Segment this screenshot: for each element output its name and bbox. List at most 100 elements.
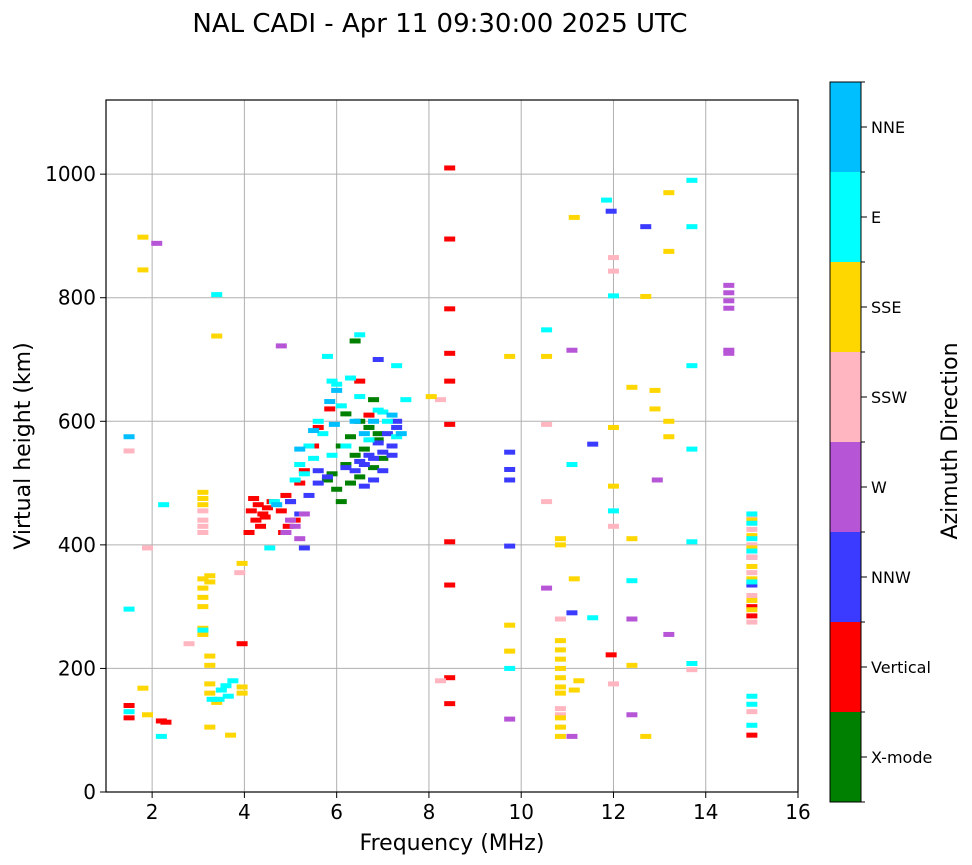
- data-point: [354, 378, 366, 384]
- data-point: [746, 579, 758, 585]
- plot-area: 2 4 6 8 10 12 14 16 0 200 400 600 800 1000: [45, 99, 811, 824]
- x-tick-label: 16: [785, 800, 810, 824]
- data-point: [554, 656, 566, 662]
- data-point: [746, 514, 758, 520]
- data-point: [197, 496, 209, 502]
- data-point: [372, 440, 384, 446]
- data-point: [340, 411, 352, 417]
- colorbar-tick-label: X-mode: [871, 748, 932, 767]
- data-point: [349, 452, 361, 458]
- series-e: [123, 177, 758, 739]
- x-tick-label: 12: [601, 800, 626, 824]
- data-point: [663, 248, 675, 254]
- data-point: [649, 387, 661, 393]
- data-point: [444, 236, 456, 242]
- data-point: [607, 508, 619, 514]
- data-point: [264, 545, 276, 551]
- data-point: [363, 424, 375, 430]
- data-point: [354, 474, 366, 480]
- data-point: [444, 350, 456, 356]
- data-point: [335, 499, 347, 505]
- data-point: [746, 517, 758, 523]
- data-point: [197, 604, 209, 610]
- y-tick-label: 600: [58, 409, 96, 433]
- data-point: [211, 699, 223, 705]
- data-point: [663, 190, 675, 196]
- data-point: [368, 465, 380, 471]
- data-point: [368, 477, 380, 483]
- data-point: [197, 517, 209, 523]
- data-point: [554, 536, 566, 542]
- data-point: [257, 511, 269, 517]
- data-point: [663, 631, 675, 637]
- data-point: [354, 394, 366, 400]
- data-point: [649, 406, 661, 412]
- data-point: [236, 690, 248, 696]
- data-point: [573, 678, 585, 684]
- data-point: [746, 593, 758, 599]
- data-point: [686, 660, 698, 666]
- y-axis-label: Virtual height (km): [11, 342, 36, 549]
- x-tick-label: 4: [238, 800, 251, 824]
- data-point: [358, 462, 370, 468]
- data-point: [746, 597, 758, 603]
- data-point: [368, 418, 380, 424]
- data-point: [340, 465, 352, 471]
- data-point: [123, 448, 135, 454]
- data-point: [197, 631, 209, 637]
- data-point: [746, 548, 758, 554]
- colorbar-tick-label: Vertical: [871, 658, 931, 677]
- data-point: [213, 696, 225, 702]
- data-point: [746, 582, 758, 588]
- data-point: [663, 434, 675, 440]
- data-point: [444, 378, 456, 384]
- y-axis-ticks: 0 200 400 600 800 1000: [45, 162, 106, 804]
- data-point: [377, 468, 389, 474]
- data-point: [566, 610, 578, 616]
- data-point: [211, 292, 223, 298]
- data-point: [746, 545, 758, 551]
- y-tick-label: 1000: [45, 162, 96, 186]
- data-point: [377, 409, 389, 415]
- data-point: [294, 480, 306, 486]
- data-point: [504, 543, 516, 549]
- data-point: [386, 412, 398, 418]
- data-point: [335, 403, 347, 409]
- data-point: [158, 502, 170, 508]
- data-point: [746, 576, 758, 582]
- data-point: [554, 706, 566, 712]
- data-point: [289, 477, 301, 483]
- data-point: [723, 305, 735, 311]
- data-point: [197, 585, 209, 591]
- data-point: [541, 421, 553, 427]
- colorbar-segment-nnw: [830, 532, 861, 622]
- data-point: [252, 502, 264, 508]
- colorbar-tick-label: E: [871, 208, 881, 227]
- data-point: [123, 434, 135, 440]
- colorbar-segment-vertical: [830, 622, 861, 712]
- data-point: [204, 662, 216, 668]
- data-point: [541, 327, 553, 333]
- data-point: [568, 576, 580, 582]
- data-point: [607, 255, 619, 261]
- data-point: [746, 570, 758, 576]
- data-point: [303, 443, 315, 449]
- colorbar: X-mode Vertical NNW W SSW SSE E NNE: [829, 81, 932, 803]
- data-point: [345, 375, 357, 381]
- data-point: [554, 638, 566, 644]
- data-point: [326, 452, 338, 458]
- data-point: [554, 675, 566, 681]
- data-point: [391, 418, 403, 424]
- data-point: [294, 446, 306, 452]
- data-point: [686, 667, 698, 673]
- data-point: [554, 690, 566, 696]
- colorbar-tick-label: SSE: [871, 298, 901, 317]
- series-nnw: [285, 208, 758, 616]
- data-point: [312, 424, 324, 430]
- data-point: [227, 678, 239, 684]
- data-point: [204, 681, 216, 687]
- data-point: [298, 545, 310, 551]
- data-point: [746, 520, 758, 526]
- data-point: [504, 648, 516, 654]
- colorbar-segment-ssw: [830, 352, 861, 442]
